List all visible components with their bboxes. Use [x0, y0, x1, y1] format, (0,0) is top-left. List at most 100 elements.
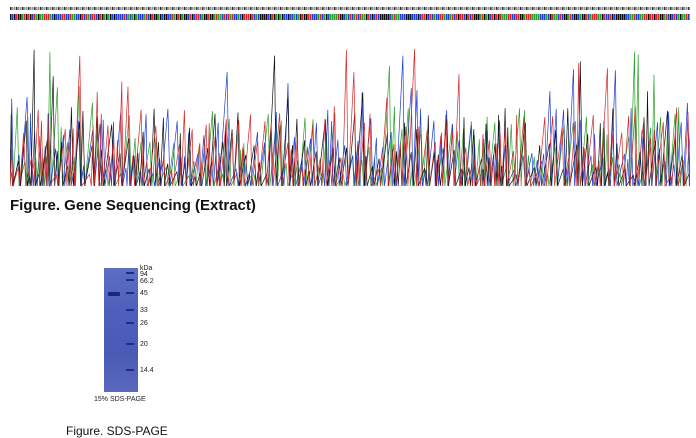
base-call-mark: [448, 14, 450, 20]
base-call-mark: [212, 14, 214, 20]
base-call-mark: [108, 14, 110, 20]
base-call-mark: [596, 14, 598, 20]
quality-mark: [118, 7, 120, 10]
base-call-mark: [404, 14, 406, 20]
base-call-mark: [452, 14, 454, 20]
quality-mark: [648, 7, 650, 10]
quality-mark: [440, 7, 442, 10]
quality-mark: [292, 7, 294, 10]
mw-label-66-2: 66.2: [140, 278, 154, 285]
quality-mark: [454, 7, 456, 10]
base-call-mark: [498, 14, 500, 20]
quality-mark: [672, 7, 674, 10]
base-call-mark: [500, 14, 502, 20]
base-call-mark: [78, 14, 80, 20]
base-call-mark: [58, 14, 60, 20]
quality-mark: [528, 7, 530, 10]
quality-mark: [558, 7, 560, 10]
quality-mark: [594, 7, 596, 10]
quality-mark: [44, 7, 46, 10]
base-call-mark: [476, 14, 478, 20]
quality-mark: [586, 7, 588, 10]
quality-mark: [430, 7, 432, 10]
base-call-mark: [236, 14, 238, 20]
base-call-mark: [250, 14, 252, 20]
base-call-mark: [410, 14, 412, 20]
base-call-mark: [540, 14, 542, 20]
base-call-mark: [548, 14, 550, 20]
quality-mark: [378, 7, 380, 10]
base-call-mark: [646, 14, 648, 20]
quality-mark: [20, 7, 22, 10]
base-call-mark: [616, 14, 618, 20]
base-call-mark: [508, 14, 510, 20]
quality-mark: [416, 7, 418, 10]
base-call-mark: [406, 14, 408, 20]
base-call-mark: [544, 14, 546, 20]
quality-mark: [584, 7, 586, 10]
base-call-mark: [516, 14, 518, 20]
base-call-mark: [328, 14, 330, 20]
sample-band: [108, 292, 120, 296]
quality-mark: [10, 7, 12, 10]
quality-mark: [574, 7, 576, 10]
quality-mark: [186, 7, 188, 10]
marker-band-45: [126, 292, 134, 294]
base-call-mark: [114, 14, 116, 20]
base-call-mark: [362, 14, 364, 20]
quality-mark: [104, 7, 106, 10]
quality-mark: [12, 7, 14, 10]
quality-mark: [386, 7, 388, 10]
quality-mark: [434, 7, 436, 10]
quality-mark: [670, 7, 672, 10]
base-call-mark: [298, 14, 300, 20]
base-call-mark: [252, 14, 254, 20]
base-call-mark: [606, 14, 608, 20]
quality-mark: [304, 7, 306, 10]
quality-mark: [532, 7, 534, 10]
base-call-mark: [512, 14, 514, 20]
quality-mark: [604, 7, 606, 10]
base-call-mark: [104, 14, 106, 20]
base-call-mark: [180, 14, 182, 20]
quality-mark: [306, 7, 308, 10]
quality-mark: [658, 7, 660, 10]
base-call-mark: [644, 14, 646, 20]
quality-mark: [72, 7, 74, 10]
quality-mark: [32, 7, 34, 10]
quality-mark: [410, 7, 412, 10]
base-call-mark: [192, 14, 194, 20]
base-call-mark: [188, 14, 190, 20]
quality-mark: [580, 7, 582, 10]
base-call-mark: [210, 14, 212, 20]
base-call-mark: [682, 14, 684, 20]
quality-mark: [530, 7, 532, 10]
quality-mark: [494, 7, 496, 10]
base-call-mark: [24, 14, 26, 20]
quality-mark: [374, 7, 376, 10]
quality-mark: [482, 7, 484, 10]
quality-mark: [338, 7, 340, 10]
base-call-mark: [534, 14, 536, 20]
base-call-mark: [550, 14, 552, 20]
base-call-mark: [424, 14, 426, 20]
quality-mark: [518, 7, 520, 10]
quality-mark: [334, 7, 336, 10]
quality-mark: [554, 7, 556, 10]
base-call-mark: [432, 14, 434, 20]
quality-mark: [214, 7, 216, 10]
quality-mark: [466, 7, 468, 10]
base-call-mark: [338, 14, 340, 20]
quality-mark: [684, 7, 686, 10]
quality-mark: [472, 7, 474, 10]
base-call-mark: [388, 14, 390, 20]
base-call-mark: [390, 14, 392, 20]
quality-mark: [248, 7, 250, 10]
base-call-mark: [240, 14, 242, 20]
base-call-mark: [162, 14, 164, 20]
base-call-mark: [688, 14, 690, 20]
base-call-mark: [576, 14, 578, 20]
quality-mark: [562, 7, 564, 10]
base-call-mark: [450, 14, 452, 20]
quality-mark: [476, 7, 478, 10]
